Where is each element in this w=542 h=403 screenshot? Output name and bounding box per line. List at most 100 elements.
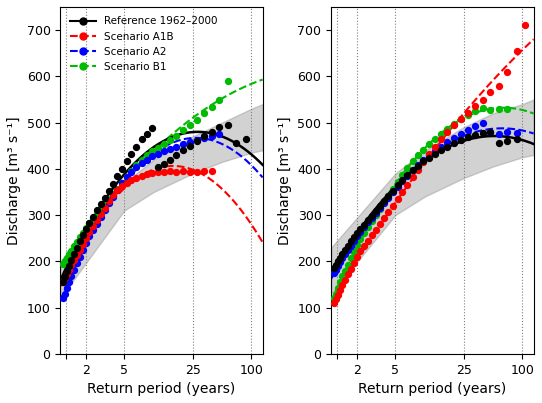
- Point: [127, 177, 136, 184]
- Point: [192, 168, 201, 175]
- Point: [408, 158, 417, 164]
- Point: [69, 257, 78, 264]
- Point: [338, 282, 347, 288]
- Point: [143, 131, 151, 137]
- Point: [330, 300, 339, 306]
- Point: [79, 229, 87, 236]
- Point: [338, 273, 347, 279]
- Point: [414, 152, 422, 159]
- Point: [192, 116, 201, 123]
- Point: [59, 279, 68, 285]
- Point: [449, 122, 458, 128]
- Point: [512, 48, 521, 54]
- Point: [436, 131, 445, 137]
- Point: [384, 192, 393, 199]
- Point: [449, 135, 458, 141]
- Point: [79, 232, 87, 238]
- Point: [127, 168, 136, 174]
- Point: [113, 186, 122, 193]
- Point: [360, 224, 369, 230]
- Point: [340, 251, 349, 258]
- Point: [207, 133, 216, 140]
- Point: [494, 82, 503, 89]
- Point: [178, 147, 187, 154]
- Point: [75, 234, 84, 241]
- Point: [122, 158, 131, 164]
- Point: [353, 230, 362, 236]
- Point: [389, 189, 397, 195]
- X-axis label: Return period (years): Return period (years): [87, 382, 236, 396]
- Point: [478, 104, 487, 111]
- Legend: Reference 1962–2000, Scenario A1B, Scenario A2, Scenario B1: Reference 1962–2000, Scenario A1B, Scena…: [66, 12, 222, 76]
- Point: [62, 285, 71, 291]
- Point: [389, 203, 397, 209]
- Point: [172, 132, 180, 139]
- Point: [408, 167, 417, 173]
- Point: [75, 247, 84, 253]
- Point: [403, 165, 412, 171]
- Point: [486, 129, 495, 135]
- Point: [456, 131, 465, 137]
- Point: [367, 214, 376, 221]
- Point: [367, 232, 376, 239]
- Point: [85, 220, 94, 226]
- Point: [159, 161, 168, 167]
- Point: [64, 251, 73, 258]
- Point: [122, 179, 131, 186]
- Point: [165, 156, 174, 163]
- Point: [356, 229, 365, 235]
- Point: [350, 260, 358, 266]
- Point: [178, 167, 187, 174]
- Point: [330, 270, 339, 276]
- Point: [79, 241, 87, 247]
- Point: [137, 136, 146, 142]
- Point: [456, 116, 465, 122]
- Point: [340, 276, 349, 283]
- Point: [520, 22, 529, 29]
- Point: [380, 200, 389, 206]
- Point: [109, 191, 118, 197]
- Point: [172, 152, 180, 158]
- Point: [393, 182, 402, 189]
- Point: [96, 214, 105, 220]
- Point: [353, 233, 362, 239]
- Point: [494, 131, 503, 137]
- Point: [62, 268, 71, 275]
- Point: [494, 140, 503, 147]
- Point: [443, 126, 451, 132]
- Point: [456, 137, 465, 143]
- Point: [367, 212, 376, 219]
- Point: [333, 258, 342, 264]
- Point: [363, 217, 372, 223]
- Point: [393, 179, 402, 185]
- Point: [356, 236, 365, 242]
- Point: [360, 222, 369, 228]
- Point: [343, 271, 352, 277]
- Point: [153, 145, 162, 151]
- Point: [153, 169, 162, 176]
- Point: [346, 238, 355, 245]
- Point: [330, 265, 339, 272]
- Point: [456, 116, 465, 123]
- Point: [165, 167, 174, 174]
- Point: [185, 139, 194, 145]
- Point: [470, 103, 479, 110]
- Point: [350, 234, 358, 241]
- Point: [105, 200, 113, 207]
- Point: [92, 220, 101, 227]
- Point: [398, 189, 407, 195]
- Point: [430, 151, 439, 157]
- Point: [89, 223, 98, 229]
- Point: [333, 285, 342, 291]
- Point: [486, 89, 495, 96]
- Point: [75, 238, 84, 245]
- X-axis label: Return period (years): Return period (years): [358, 382, 507, 396]
- Point: [333, 263, 342, 269]
- Point: [89, 214, 98, 220]
- Point: [192, 137, 201, 143]
- Point: [419, 157, 428, 163]
- Point: [185, 122, 194, 129]
- Point: [343, 242, 352, 249]
- Point: [503, 106, 512, 112]
- Point: [159, 148, 168, 154]
